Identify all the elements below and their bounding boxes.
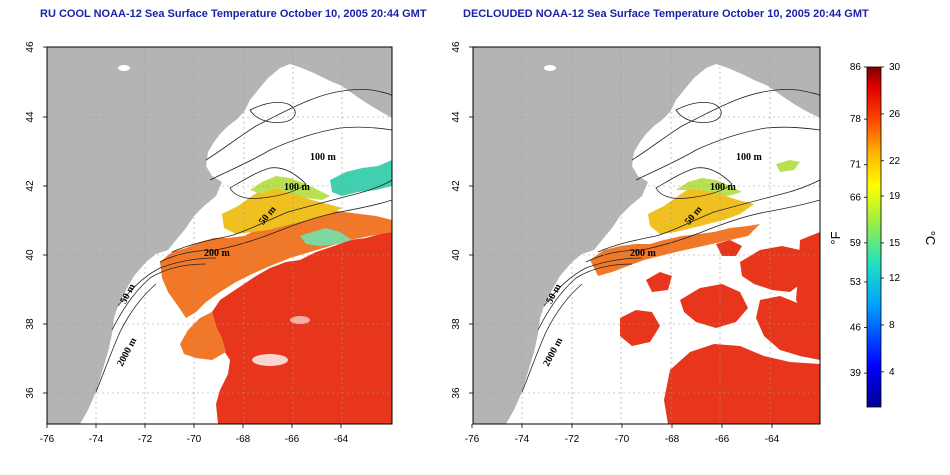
colorbar-f-label: 78	[850, 114, 862, 125]
map-panel-right	[473, 47, 820, 424]
colorbar-c-label: 12	[889, 273, 901, 284]
lon-tick-label: -74	[515, 434, 530, 445]
colorbar-unit-f: °F	[828, 231, 843, 244]
lat-tick-label: 42	[25, 180, 36, 192]
colorbar-f-label: 66	[850, 192, 862, 203]
sst-warm-water	[620, 232, 820, 424]
map-panel-left	[47, 47, 392, 424]
lat-tick-label: 46	[451, 41, 462, 53]
colorbar-c-label: 30	[889, 62, 901, 73]
colorbar-f-label: 71	[850, 160, 862, 171]
colorbar-f-label: 53	[850, 277, 862, 288]
colorbar-c-label: 26	[889, 109, 901, 120]
bathymetry-contours	[95, 89, 392, 393]
lat-tick-label: 46	[25, 41, 36, 53]
lat-tick-label: 38	[25, 318, 36, 330]
sst-warm-water	[212, 232, 392, 424]
lat-tick-label: 44	[451, 111, 462, 123]
colorbar-c-label: 22	[889, 156, 901, 167]
lat-tick-label: 36	[451, 387, 462, 399]
colorbar-c-label: 4	[889, 367, 895, 378]
contour-label: 100 m	[310, 152, 337, 163]
contour-label: 100 m	[284, 182, 311, 193]
colorbar-f-label: 39	[850, 368, 862, 379]
lat-tick-label: 38	[451, 318, 462, 330]
colorbar-fahrenheit-ticks: 86 78 71 66 59 53 46 39	[850, 62, 867, 379]
lat-tick-label: 44	[25, 111, 36, 123]
colorbar-f-label: 46	[850, 323, 862, 334]
colorbar-f-label: 86	[850, 62, 862, 73]
lat-tick-label: 40	[25, 249, 36, 261]
map-title-right: DECLOUDED NOAA-12 Sea Surface Temperatur…	[463, 8, 869, 20]
lat-tick-label: 40	[451, 249, 462, 261]
land-mass	[47, 47, 392, 424]
map-title-left: RU COOL NOAA-12 Sea Surface Temperature …	[40, 8, 427, 20]
lon-tick-label: -64	[765, 434, 780, 445]
colorbar: 86 78 71 66 59 53 46 39 30 26 22 19 15 12 8 4 °F °C	[828, 62, 938, 408]
contour-label: 100 m	[736, 152, 763, 163]
lat-tick-label: 42	[451, 180, 462, 192]
lon-tick-label: -70	[187, 434, 202, 445]
lon-tick-label: -68	[665, 434, 680, 445]
lon-tick-label: -76	[40, 434, 55, 445]
lon-tick-label: -66	[285, 434, 300, 445]
lat-axis-right: 46 44 42 40 38 36	[451, 41, 473, 399]
lon-tick-label: -66	[715, 434, 730, 445]
lat-tick-label: 36	[25, 387, 36, 399]
lon-tick-label: -76	[465, 434, 480, 445]
colorbar-unit-c: °C	[923, 231, 938, 246]
lon-tick-label: -74	[89, 434, 104, 445]
lon-axis-right: -76 -74 -72 -70 -68 -66 -64	[465, 424, 780, 445]
colorbar-f-label: 59	[850, 238, 862, 249]
colorbar-c-label: 8	[889, 320, 895, 331]
colorbar-c-label: 15	[889, 238, 901, 249]
colorbar-gradient	[866, 66, 882, 408]
colorbar-c-label: 19	[889, 191, 901, 202]
lon-tick-label: -72	[138, 434, 153, 445]
lon-tick-label: -70	[615, 434, 630, 445]
colorbar-celsius-ticks: 30 26 22 19 15 12 8 4	[881, 62, 901, 378]
contour-label: 200 m	[630, 248, 657, 259]
lon-tick-label: -68	[236, 434, 251, 445]
map-frame-right	[472, 46, 821, 425]
bathymetry-contours	[521, 89, 820, 393]
map-frame-left	[46, 46, 393, 425]
contour-label: 200 m	[204, 248, 231, 259]
lon-axis-left: -76 -74 -72 -70 -68 -66 -64	[40, 424, 349, 445]
lon-tick-label: -64	[334, 434, 349, 445]
lat-axis-left: 46 44 42 40 38 36	[25, 41, 47, 399]
contour-label: 100 m	[710, 182, 737, 193]
lon-tick-label: -72	[565, 434, 580, 445]
land-mass	[473, 47, 820, 424]
